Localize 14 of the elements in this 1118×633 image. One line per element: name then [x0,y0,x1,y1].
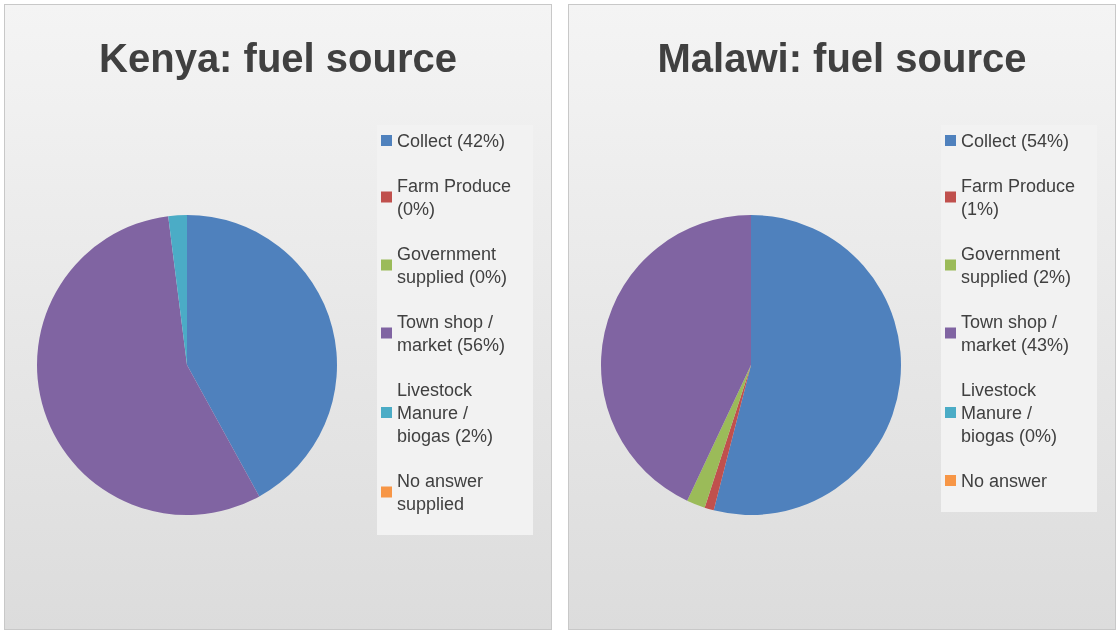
legend-label: No answer [961,470,1048,491]
chart-title: Malawi: fuel source [657,36,1027,80]
chart-title: Kenya: fuel source [99,36,457,80]
legend-label: Collect (42%) [397,130,506,151]
legend-label: Collect (54%) [961,130,1070,151]
legend-label: Farm Produce (1%) [961,175,1081,219]
legend-label: Government supplied (2%) [961,243,1072,287]
legend-label: Livestock Manure / biogas (2%) [397,379,494,446]
legend-label: Farm Produce (0%) [397,175,517,219]
legend-label: No answer supplied [397,470,489,514]
legend-label: Town shop / market (56%) [397,311,506,355]
legend-label: Government supplied (0%) [397,243,508,287]
legend-label: Town shop / market (43%) [961,311,1070,355]
legend-label: Livestock Manure / biogas (0%) [961,379,1058,446]
